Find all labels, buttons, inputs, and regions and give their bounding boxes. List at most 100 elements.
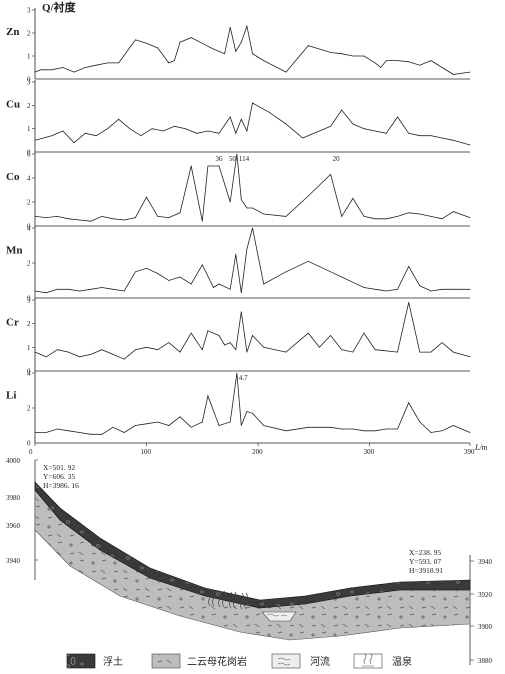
data-point	[341, 216, 343, 217]
y-tick-label: 2	[27, 30, 31, 38]
data-point	[56, 349, 58, 351]
data-point	[179, 212, 181, 214]
data-point	[218, 425, 220, 426]
data-point	[84, 67, 86, 68]
data-point	[263, 346, 265, 348]
data-point	[129, 128, 131, 130]
data-point	[34, 351, 36, 353]
data-point	[34, 216, 36, 217]
data-point	[179, 276, 181, 278]
data-point	[123, 290, 125, 292]
data-point	[397, 60, 398, 61]
data-point	[207, 165, 209, 167]
data-point	[151, 128, 153, 130]
data-point	[246, 130, 248, 132]
data-point	[51, 69, 53, 71]
series-line-mn	[34, 227, 470, 294]
data-point	[134, 217, 136, 219]
data-point	[68, 218, 69, 220]
data-point	[62, 67, 64, 68]
data-point	[397, 216, 398, 217]
data-point	[134, 425, 136, 426]
data-point	[134, 271, 136, 273]
data-point	[330, 125, 331, 127]
data-point	[168, 342, 170, 343]
data-point	[107, 128, 108, 130]
data-point	[101, 349, 103, 351]
series-line-cr	[34, 302, 471, 360]
legend-label-granite: 二云母花岗岩	[187, 655, 247, 668]
data-point	[123, 432, 125, 433]
legend-swatch-spring	[353, 653, 383, 669]
data-point	[285, 71, 287, 73]
y-tick-label: 3	[27, 297, 31, 305]
peak-annotation: 4.7	[239, 374, 248, 382]
data-point	[112, 426, 114, 428]
data-point	[168, 280, 170, 281]
hot-spring-symbols	[208, 589, 248, 610]
data-point	[190, 283, 192, 285]
data-point	[469, 356, 471, 358]
x-axis: 0 100 200 300 390	[29, 443, 475, 456]
data-point	[452, 351, 454, 353]
peak-annotation: 20	[333, 155, 341, 163]
data-point	[179, 416, 181, 418]
fill-layer	[34, 481, 471, 609]
x-tick-label: 0	[29, 448, 33, 456]
data-point	[201, 349, 203, 351]
data-point	[240, 292, 242, 294]
data-point	[352, 55, 354, 57]
data-point	[45, 292, 47, 294]
series-line-co	[34, 153, 471, 222]
data-point	[95, 135, 97, 137]
elevation-label: 4000	[6, 457, 21, 465]
data-point	[190, 37, 192, 38]
data-point	[285, 271, 287, 273]
data-point	[374, 62, 376, 64]
data-point	[190, 332, 192, 334]
data-point	[430, 135, 432, 137]
y-tick-label: 1	[27, 125, 31, 133]
data-point	[240, 118, 242, 120]
data-point	[363, 332, 365, 334]
panel-label: Li	[6, 389, 16, 401]
data-point	[146, 423, 147, 425]
y-tick-label: 0	[27, 440, 31, 448]
data-point	[201, 264, 203, 266]
data-point	[419, 421, 421, 423]
data-point	[179, 41, 181, 43]
data-point	[441, 430, 443, 432]
data-point	[112, 218, 114, 220]
data-point	[307, 426, 309, 428]
data-point	[408, 212, 410, 214]
data-point	[112, 354, 114, 355]
data-point	[352, 281, 354, 283]
data-point	[263, 213, 265, 215]
data-point	[246, 351, 248, 353]
data-point	[34, 432, 36, 433]
data-point	[408, 402, 410, 404]
svg-text:Y=593. 07: Y=593. 07	[409, 557, 441, 566]
data-point	[218, 283, 220, 285]
data-point	[341, 349, 343, 351]
data-point	[302, 137, 304, 139]
x-axis-title: L/m	[474, 443, 488, 452]
data-point	[79, 290, 81, 292]
data-point	[157, 47, 159, 49]
data-point	[157, 349, 159, 351]
data-point	[341, 53, 343, 55]
data-point	[430, 290, 432, 292]
x-tick-label: 300	[364, 448, 375, 456]
data-point	[168, 217, 170, 219]
data-point	[146, 196, 147, 198]
data-point	[218, 165, 220, 167]
data-point	[123, 358, 125, 360]
data-point	[307, 332, 309, 334]
y-tick-label: 2	[27, 102, 31, 110]
data-point	[419, 64, 421, 66]
data-point	[229, 201, 231, 203]
y-tick-label: 0	[27, 295, 31, 303]
data-point	[157, 273, 159, 274]
